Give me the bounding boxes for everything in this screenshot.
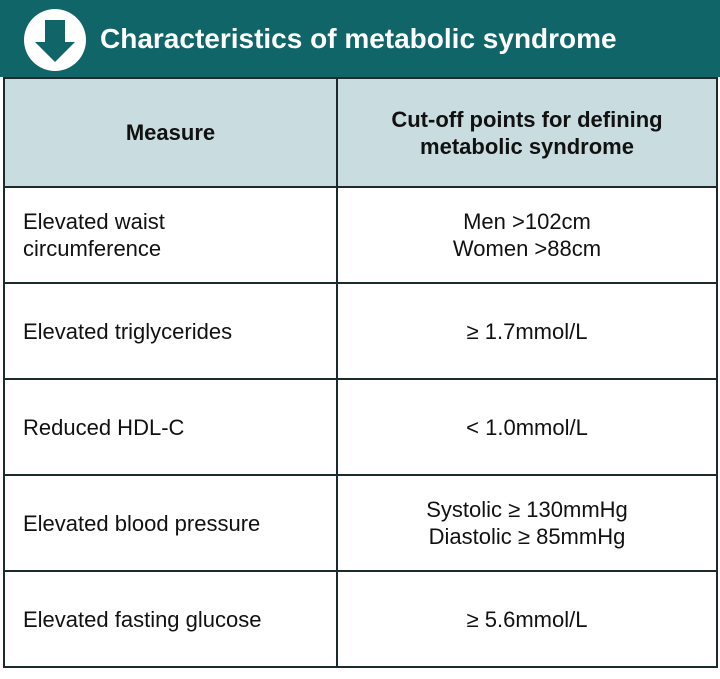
column-header: Cut-off points for defining metabolic syn… bbox=[336, 77, 718, 188]
icon bbox=[24, 9, 86, 71]
table-cell: Men >102cm Women >88cm bbox=[336, 186, 718, 284]
cell-line: Elevated blood pressure bbox=[23, 510, 261, 536]
cell-line: Elevated waist bbox=[23, 209, 165, 234]
table-cell: Elevated fasting glucose bbox=[3, 570, 338, 668]
cell-line: Women >88cm bbox=[452, 236, 602, 261]
cell-line: ≥ 1.7mmol/L bbox=[466, 318, 588, 344]
cell-line: < 1.0mmol/L bbox=[466, 414, 588, 440]
cell-line: Elevated fasting glucose bbox=[23, 606, 262, 632]
cell-line: Diastolic ≥ 85mmHg bbox=[428, 524, 626, 549]
table-cell: ≥ 1.7mmol/L bbox=[336, 282, 718, 380]
cell-line: circumference bbox=[23, 236, 162, 261]
cell-line: Elevated triglycerides bbox=[23, 318, 233, 344]
table-cell: ≥ 5.6mmol/L bbox=[336, 570, 718, 668]
table: Measure Cut-off points for defining metabo… bbox=[3, 77, 718, 668]
title-bar: Characteristics of metabolic syndrome bbox=[0, 0, 720, 77]
table-cell: Elevated triglycerides bbox=[3, 282, 338, 380]
table-row: Reduced HDL-C < 1.0mmol/L bbox=[3, 378, 718, 476]
header-row: Measure Cut-off points for defining metabo… bbox=[3, 77, 718, 188]
table-cell: Systolic ≥ 130mmHg Diastolic ≥ 85mmHg bbox=[336, 474, 718, 572]
title: Characteristics of metabolic syndrome bbox=[100, 23, 617, 54]
table-row: Elevated triglycerides ≥ 1.7mmol/L bbox=[3, 282, 718, 380]
cell-line: ≥ 5.6mmol/L bbox=[466, 606, 588, 632]
table-cell: Elevated waist circumference bbox=[3, 186, 338, 284]
cell-line: Systolic ≥ 130mmHg bbox=[426, 497, 628, 522]
table-cell: < 1.0mmol/L bbox=[336, 378, 718, 476]
table-row: Elevated blood pressure Systolic ≥ 130mmH… bbox=[3, 474, 718, 572]
cell-line: Reduced HDL-C bbox=[23, 414, 185, 440]
column-header: Measure bbox=[3, 77, 338, 188]
cell-line: metabolic syndrome bbox=[420, 133, 634, 159]
cell-line: Measure bbox=[125, 120, 216, 145]
table-row: Elevated waist circumference Men >102cm Wom… bbox=[3, 186, 718, 284]
table-row: Elevated fasting glucose ≥ 5.6mmol/L bbox=[3, 570, 718, 668]
cell-line: Men >102cm bbox=[463, 209, 591, 234]
table-body: Elevated waist circumference Men >102cm Wom… bbox=[3, 186, 718, 668]
cell-line: Cut-off points for defining bbox=[391, 106, 663, 132]
table-cell: Reduced HDL-C bbox=[3, 378, 338, 476]
table-cell: Elevated blood pressure bbox=[3, 474, 338, 572]
